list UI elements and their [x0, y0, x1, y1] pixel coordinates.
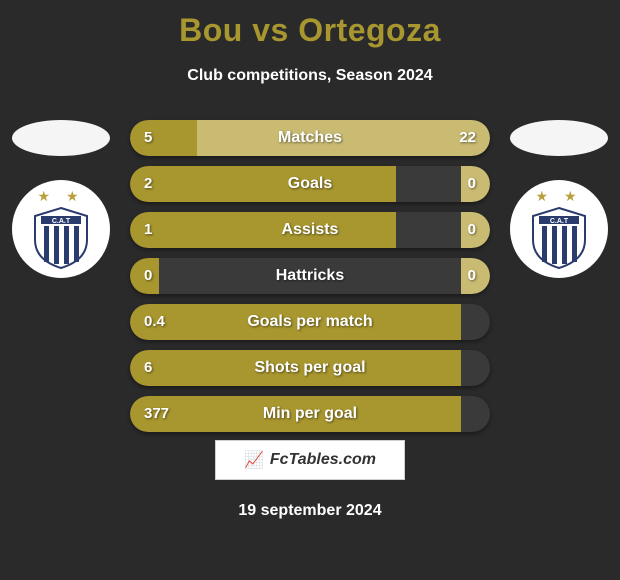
stat-row: 377Min per goal	[130, 396, 490, 432]
stat-row: 10Assists	[130, 212, 490, 248]
stat-label: Goals	[130, 166, 490, 202]
chart-icon: 📈	[244, 450, 264, 470]
stat-row: 20Goals	[130, 166, 490, 202]
brand-text: FcTables.com	[270, 451, 376, 469]
flag-right-oval	[510, 120, 608, 156]
stat-label: Goals per match	[130, 304, 490, 340]
badge-circle: ★ ★ C.A.T	[12, 180, 110, 278]
stat-row: 0.4Goals per match	[130, 304, 490, 340]
subtitle: Club competitions, Season 2024	[0, 67, 620, 85]
badge-shield-icon: C.A.T	[31, 206, 91, 270]
stat-label: Hattricks	[130, 258, 490, 294]
date-text: 19 september 2024	[0, 502, 620, 520]
badge-stars: ★ ★	[12, 188, 110, 205]
club-badge-right: ★ ★ C.A.T	[510, 180, 608, 278]
stat-label: Shots per goal	[130, 350, 490, 386]
stat-label: Min per goal	[130, 396, 490, 432]
badge-stars: ★ ★	[510, 188, 608, 205]
stats-container: 522Matches 20Goals 10Assists 00Hattricks 0.4…	[130, 120, 490, 442]
badge-shield-icon: C.A.T	[529, 206, 589, 270]
page-title: Bou vs Ortegoza	[0, 0, 620, 49]
stat-row: 00Hattricks	[130, 258, 490, 294]
stat-label: Matches	[130, 120, 490, 156]
stat-row: 522Matches	[130, 120, 490, 156]
brand-box[interactable]: 📈 FcTables.com	[215, 440, 405, 480]
club-badge-left: ★ ★ C.A.T	[12, 180, 110, 278]
badge-text: C.A.T	[52, 218, 71, 225]
stat-row: 6Shots per goal	[130, 350, 490, 386]
flag-left-oval	[12, 120, 110, 156]
badge-circle: ★ ★ C.A.T	[510, 180, 608, 278]
badge-text: C.A.T	[550, 218, 569, 225]
stat-label: Assists	[130, 212, 490, 248]
